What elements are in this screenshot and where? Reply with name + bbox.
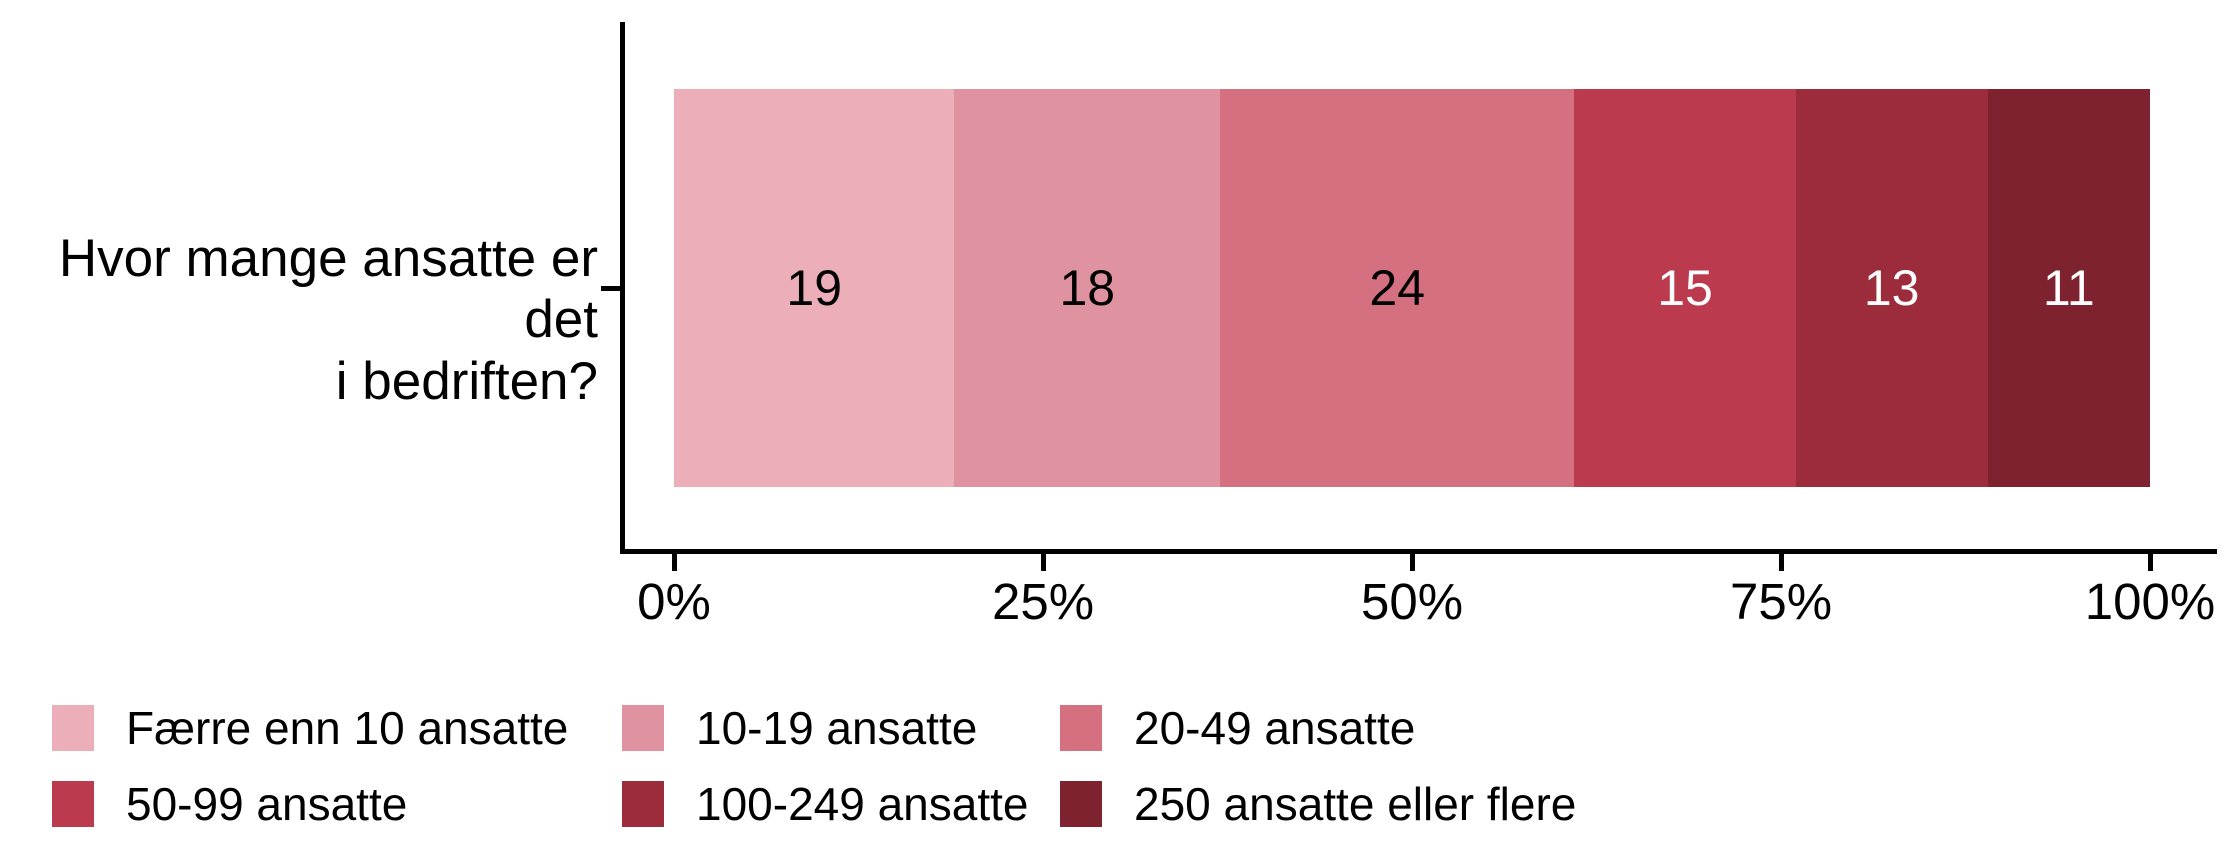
bar-segment-value: 15 [1657,260,1713,316]
bar-segment-1: 19 [674,89,955,487]
bar-segment-5: 13 [1795,89,1988,487]
legend-item-1: Færre enn 10 ansatte [52,701,622,755]
bar-segment-value: 19 [786,260,843,316]
legend-label: 20-49 ansatte [1134,702,1416,754]
legend-label: Færre enn 10 ansatte [126,702,569,754]
bar-segment-3: 24 [1220,89,1575,487]
legend-item-3: 20-49 ansatte [1060,701,1576,755]
x-axis-tick-label: 100% [2084,573,2216,630]
legend-swatch [1060,781,1102,827]
x-axis-tick-25% [1040,554,1046,571]
category-label-line1: Hvor mange ansatte er det [58,229,598,350]
legend-swatch [622,781,664,827]
legend-swatch [52,781,94,827]
bar-segment-6: 11 [1987,89,2150,487]
x-axis-tick-label: 50% [1360,573,1464,630]
x-axis-tick-label: 0% [637,573,711,630]
x-axis-line [620,549,2217,554]
stacked-bar: 19 18 24 15 13 11 [674,89,2150,487]
bar-segment-2: 18 [954,89,1221,487]
legend-item-5: 100-249 ansatte [622,777,1060,831]
y-axis-line [620,22,625,554]
x-axis-tick-0% [671,554,677,571]
y-axis-tick [601,286,620,291]
legend-item-6: 250 ansatte eller flere [1060,777,1576,831]
category-label-line2: i bedriften? [335,351,598,411]
x-axis-tick-label: 25% [991,573,1095,630]
legend-item-4: 50-99 ansatte [52,777,622,831]
bar-segment-value: 11 [2042,260,2095,316]
bar-segment-4: 15 [1574,89,1796,487]
x-axis-tick-100% [2147,554,2153,571]
legend-label: 50-99 ansatte [126,778,408,830]
bar-segment-value: 18 [1059,260,1116,316]
category-label: Hvor mange ansatte er det i bedriften? [0,228,598,412]
x-axis-tick-label: 75% [1729,573,1833,630]
legend-label: 10-19 ansatte [696,702,978,754]
legend-swatch [622,705,664,751]
x-axis-tick-75% [1778,554,1784,571]
legend-swatch [1060,705,1102,751]
legend-label: 100-249 ansatte [696,778,1029,830]
bar-segment-value: 13 [1863,260,1920,316]
x-axis-tick-50% [1409,554,1415,571]
legend-item-2: 10-19 ansatte [622,701,1060,755]
legend: Færre enn 10 ansatte 10-19 ansatte 20-49 a… [52,690,1576,842]
legend-swatch [52,705,94,751]
legend-label: 250 ansatte eller flere [1134,778,1577,830]
bar-segment-value: 24 [1369,260,1426,316]
